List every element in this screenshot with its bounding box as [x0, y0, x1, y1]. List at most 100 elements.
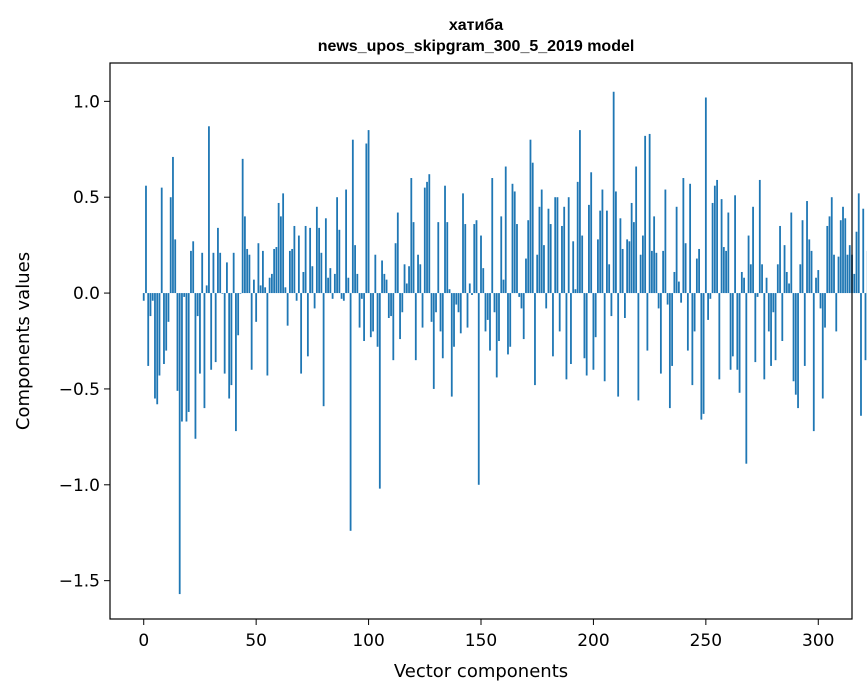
- bar-component-184: [556, 197, 559, 294]
- bar-component-127: [428, 174, 431, 294]
- bar-component-272: [754, 293, 757, 363]
- bar-component-198: [588, 204, 590, 294]
- bar-component-269: [747, 235, 750, 294]
- bar-component-176: [538, 206, 541, 294]
- bar-component-214: [624, 293, 626, 318]
- bar-component-163: [509, 293, 512, 347]
- bar-component-151: [482, 268, 485, 294]
- bar-component-282: [776, 264, 779, 294]
- bar-component-48: [250, 293, 253, 370]
- bar-component-24: [196, 293, 199, 317]
- bar-component-146: [471, 293, 473, 295]
- bar-component-109: [387, 293, 390, 318]
- bar-component-177: [540, 189, 543, 294]
- bar-component-299: [815, 277, 817, 294]
- bars-group: [142, 91, 867, 595]
- bar-component-111: [392, 293, 395, 361]
- bar-component-178: [543, 245, 545, 294]
- bar-component-310: [839, 220, 842, 294]
- bar-component-167: [518, 293, 521, 297]
- bar-component-124: [421, 293, 424, 328]
- bar-component-259: [725, 250, 727, 294]
- bar-component-32: [214, 293, 217, 363]
- bar-component-101: [369, 293, 372, 338]
- bar-component-154: [489, 293, 491, 351]
- y-tick-label: 0.0: [73, 284, 100, 304]
- bar-component-89: [342, 293, 345, 301]
- bar-component-162: [507, 293, 509, 355]
- bar-component-17: [181, 293, 183, 422]
- bar-component-220: [637, 293, 640, 401]
- bar-component-36: [223, 293, 226, 374]
- bar-component-232: [664, 189, 667, 294]
- y-tick-label: −1.5: [59, 572, 100, 592]
- bar-component-63: [284, 287, 287, 294]
- bar-component-251: [707, 293, 709, 320]
- bar-component-250: [704, 97, 707, 294]
- bar-component-171: [527, 220, 530, 294]
- bar-component-117: [405, 283, 408, 294]
- bar-component-172: [529, 139, 532, 294]
- bar-component-141: [459, 293, 462, 334]
- bar-component-47: [248, 254, 251, 294]
- bar-component-305: [828, 216, 831, 294]
- bar-component-252: [709, 293, 712, 299]
- bar-component-201: [594, 293, 597, 338]
- bar-component-248: [700, 293, 703, 420]
- bar-component-231: [662, 250, 665, 294]
- bar-component-213: [621, 248, 624, 294]
- bar-component-204: [601, 189, 604, 294]
- bar-component-81: [324, 218, 327, 294]
- bar-component-139: [455, 293, 458, 305]
- bar-component-122: [417, 254, 419, 294]
- bar-component-290: [794, 293, 797, 395]
- bar-component-240: [682, 178, 685, 294]
- x-tick-label: 100: [352, 631, 384, 651]
- bar-component-22: [192, 241, 195, 294]
- bar-component-295: [806, 201, 808, 294]
- bar-component-134: [444, 185, 446, 294]
- bar-component-195: [581, 235, 584, 294]
- bar-component-219: [635, 166, 638, 294]
- bar-component-308: [835, 293, 838, 332]
- bar-component-229: [657, 293, 660, 309]
- bar-component-318: [857, 193, 860, 294]
- bar-component-181: [549, 224, 552, 294]
- bar-component-236: [673, 271, 676, 294]
- bar-component-128: [430, 293, 433, 322]
- bar-component-88: [340, 293, 343, 299]
- bar-component-265: [738, 293, 741, 393]
- y-axis-ticks: 1.0 0.5 0.0 −0.5 −1.0 −1.5: [59, 92, 110, 592]
- bar-component-244: [691, 293, 694, 386]
- bar-component-196: [583, 293, 586, 359]
- bar-component-285: [783, 245, 786, 294]
- bar-component-275: [761, 264, 763, 294]
- x-tick-label: 300: [802, 631, 834, 651]
- bar-component-58: [273, 248, 276, 294]
- bar-component-54: [264, 287, 267, 294]
- bar-component-52: [259, 285, 262, 294]
- bar-component-4: [151, 293, 154, 301]
- bar-component-68: [295, 293, 298, 301]
- bar-component-119: [410, 178, 413, 294]
- bar-component-222: [641, 235, 644, 294]
- bar-component-148: [475, 220, 478, 294]
- bar-component-288: [790, 212, 793, 294]
- bar-component-49: [253, 279, 255, 294]
- bar-component-104: [376, 293, 379, 347]
- bar-component-113: [396, 212, 399, 294]
- bar-component-125: [423, 187, 426, 294]
- bar-component-64: [286, 293, 289, 326]
- bar-component-249: [702, 293, 705, 414]
- bar-component-5: [154, 293, 156, 399]
- bar-component-175: [536, 254, 539, 294]
- bar-component-144: [466, 293, 469, 328]
- bar-component-241: [684, 243, 687, 294]
- y-tick-label: −1.0: [59, 476, 100, 496]
- bar-component-186: [561, 225, 563, 294]
- bar-component-53: [262, 250, 264, 294]
- bar-component-61: [279, 216, 282, 294]
- chart-subtitle: news_upos_skipgram_300_5_2019 model: [318, 38, 635, 55]
- y-tick-label: 1.0: [73, 92, 100, 112]
- bar-component-131: [437, 222, 440, 294]
